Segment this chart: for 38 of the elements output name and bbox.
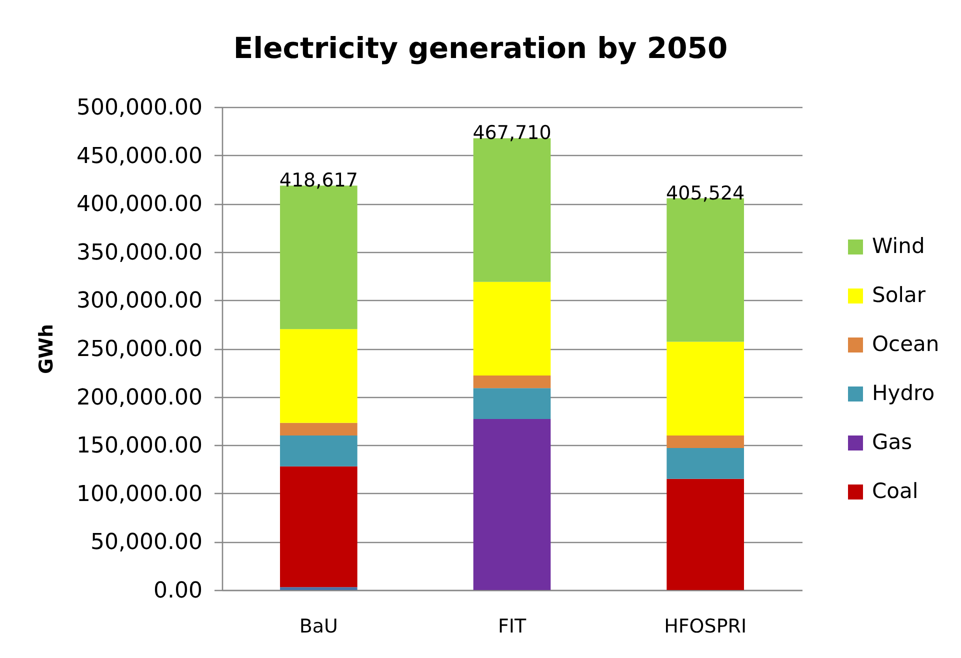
y-tick-label: 200,000.00 (76, 385, 202, 410)
total-label: 405,524 (666, 182, 745, 204)
y-tick-label: 300,000.00 (76, 288, 202, 314)
y-tick-label: 100,000.00 (76, 482, 202, 507)
chart-title: Electricity generation by 2050 (233, 31, 728, 65)
legend-label: Hydro (872, 381, 935, 405)
bar (473, 388, 551, 420)
bar (280, 587, 358, 590)
bar (280, 329, 358, 423)
legend-label: Solar (872, 283, 926, 307)
bar (473, 376, 551, 388)
x-tick-label: HFOSPRI (664, 616, 747, 638)
bar (280, 422, 358, 436)
y-tick-label: 150,000.00 (76, 434, 202, 459)
bar (280, 435, 358, 466)
bar (666, 435, 744, 448)
bar (473, 419, 551, 590)
y-tick-label: 450,000.00 (76, 144, 202, 169)
bar (280, 466, 358, 588)
total-label: 467,710 (472, 122, 552, 144)
y-tick-label: 50,000.00 (90, 530, 202, 556)
y-tick-label: 0.00 (154, 578, 202, 604)
legend-label: Wind (872, 234, 925, 258)
bar (666, 478, 744, 590)
bar (666, 342, 744, 436)
y-axis-title: GWh (36, 324, 58, 374)
y-tick-label: 350,000.00 (76, 240, 202, 266)
legend-label: Gas (872, 430, 912, 454)
legend-label: Coal (872, 479, 918, 503)
y-tick-label: 400,000.00 (76, 192, 202, 218)
y-tick-label: 250,000.00 (76, 337, 202, 362)
x-tick-label: BaU (299, 616, 338, 638)
bar (473, 282, 551, 376)
total-label: 418,617 (279, 170, 358, 192)
y-tick-label: 500,000.00 (76, 96, 202, 120)
legend-label: Ocean (872, 332, 940, 356)
bar (666, 448, 744, 479)
x-tick-label: FIT (498, 616, 526, 638)
